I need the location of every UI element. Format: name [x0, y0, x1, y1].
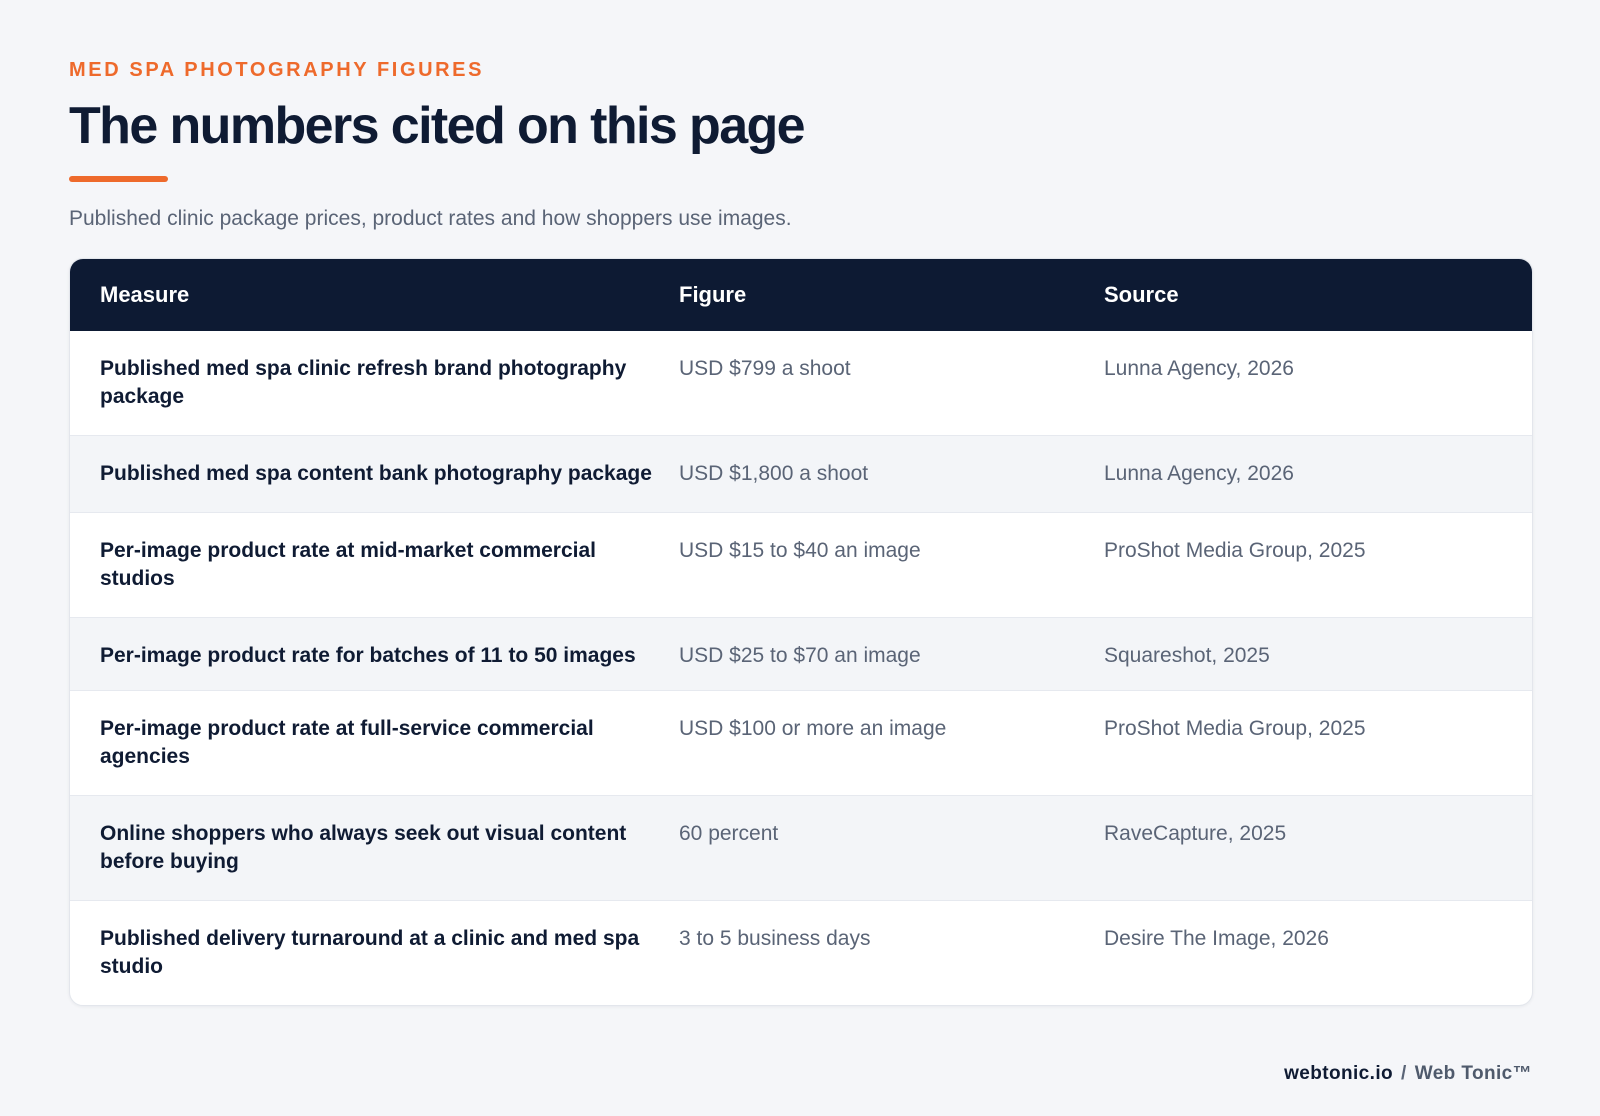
column-header-measure: Measure: [100, 282, 190, 307]
cell-source: Lunna Agency, 2026: [1104, 357, 1294, 380]
cell-figure: USD $799 a shoot: [679, 357, 851, 380]
footer-credit: webtonic.io / Web Tonic™: [1284, 1061, 1532, 1087]
cell-source: ProShot Media Group, 2025: [1104, 717, 1366, 740]
table-row: Published med spa clinic refresh brand p…: [70, 331, 1532, 436]
cell-measure: Published med spa clinic refresh brand p…: [100, 357, 627, 408]
cell-source: ProShot Media Group, 2025: [1104, 539, 1366, 562]
table-header-row: Measure Figure Source: [70, 259, 1532, 331]
cell-figure: USD $25 to $70 an image: [679, 644, 921, 667]
page-title: The numbers cited on this page: [69, 97, 806, 155]
cell-measure: Published med spa content bank photograp…: [100, 462, 652, 485]
column-header-source: Source: [1104, 282, 1179, 307]
table-row: Published med spa content bank photograp…: [70, 435, 1532, 513]
cell-figure: USD $1,800 a shoot: [679, 462, 869, 485]
cell-source: Lunna Agency, 2026: [1104, 462, 1294, 485]
page-content: MED SPA PHOTOGRAPHY FIGURES The numbers …: [69, 56, 1533, 1006]
table-row: Per-image product rate at mid-market com…: [70, 512, 1532, 618]
eyebrow-label: MED SPA PHOTOGRAPHY FIGURES: [69, 59, 485, 81]
table-header: Measure Figure Source: [70, 259, 1532, 331]
table-row: Online shoppers who always seek out visu…: [70, 795, 1532, 901]
column-header-figure: Figure: [679, 282, 747, 307]
table-row: Per-image product rate for batches of 11…: [70, 617, 1532, 691]
cell-figure: USD $100 or more an image: [679, 717, 947, 740]
table-body: Published med spa clinic refresh brand p…: [70, 331, 1532, 1005]
footer-separator: /: [1401, 1063, 1407, 1084]
cell-measure: Per-image product rate at full-service c…: [100, 717, 594, 768]
cell-measure: Per-image product rate at mid-market com…: [100, 539, 597, 590]
cell-figure: USD $15 to $40 an image: [679, 539, 921, 562]
table-row: Per-image product rate at full-service c…: [70, 690, 1532, 796]
table-row: Published delivery turnaround at a clini…: [70, 900, 1532, 1006]
cell-measure: Published delivery turnaround at a clini…: [100, 927, 640, 978]
cell-measure: Per-image product rate for batches of 11…: [100, 644, 636, 667]
footer-brand: Web Tonic™: [1414, 1063, 1532, 1084]
footer-domain: webtonic.io: [1284, 1063, 1394, 1084]
cell-source: Squareshot, 2025: [1104, 644, 1270, 667]
cell-source: RaveCapture, 2025: [1104, 822, 1287, 845]
cell-figure: 60 percent: [679, 822, 779, 845]
cell-measure: Online shoppers who always seek out visu…: [100, 822, 627, 873]
title-accent-bar: [69, 176, 168, 182]
cell-source: Desire The Image, 2026: [1104, 927, 1329, 950]
cell-figure: 3 to 5 business days: [679, 927, 871, 950]
figures-table: Measure Figure Source Published med spa …: [70, 259, 1532, 1005]
page-subtitle: Published clinic package prices, product…: [69, 207, 792, 230]
figures-table-card: Measure Figure Source Published med spa …: [69, 258, 1533, 1006]
